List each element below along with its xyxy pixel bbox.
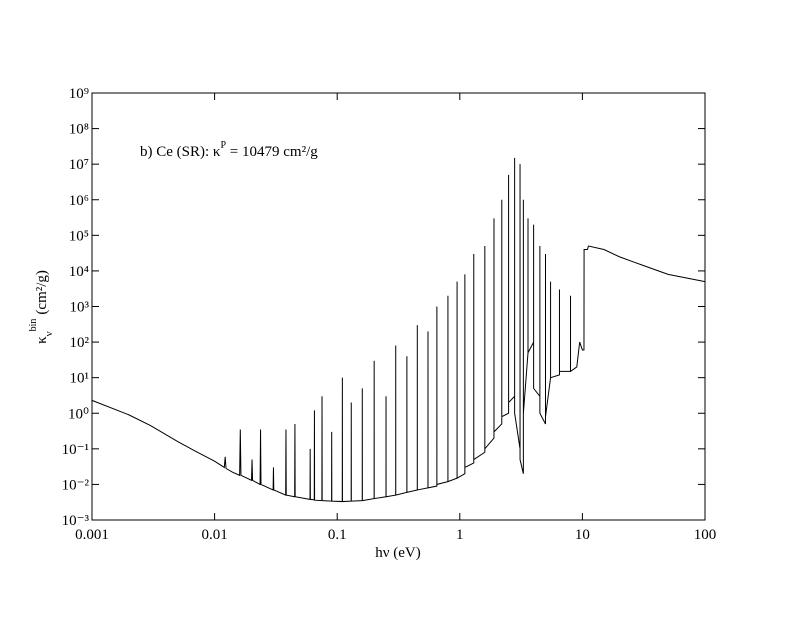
y-tick-label: 10⁻¹ (62, 442, 89, 458)
x-axis-label: hν (eV) (375, 545, 421, 561)
y-tick-label: 10⁻³ (62, 513, 90, 529)
annotation-sup: P (220, 140, 226, 151)
y-tick-label: 10⁻² (62, 477, 90, 493)
y-label-sup: bin (28, 319, 39, 332)
y-label-symbol: κ (34, 336, 50, 344)
spectrum-line (91, 157, 706, 503)
y-tick-label: 10¹ (70, 371, 90, 387)
y-tick-label: 10⁶ (69, 193, 89, 209)
annotation-text: b) Ce (SR): κ (140, 144, 221, 160)
x-tick-label: 0.001 (75, 527, 109, 543)
y-tick-label: 10³ (70, 300, 90, 316)
y-tick-label: 10² (70, 335, 90, 351)
y-tick-label: 10⁸ (69, 122, 89, 138)
annotation-rest: = 10479 cm²/g (226, 144, 318, 160)
y-tick-label: 10⁰ (68, 406, 89, 422)
y-tick-label: 10⁵ (69, 228, 89, 244)
y-tick-label: 10⁹ (69, 86, 89, 102)
x-tick-label: 1 (456, 527, 464, 543)
y-axis-label: κνbin (cm²/g) (28, 270, 55, 344)
y-label-unit: (cm²/g) (34, 270, 50, 314)
y-tick-label: 10⁴ (69, 264, 89, 280)
y-tick-label: 10⁷ (69, 157, 89, 173)
x-tick-label: 10 (575, 527, 590, 543)
y-label-sub: ν (43, 331, 55, 336)
x-tick-label: 0.01 (201, 527, 227, 543)
annotation: b) Ce (SR): κP = 10479 cm²/g (140, 140, 318, 160)
x-tick-label: 100 (694, 527, 717, 543)
x-tick-label: 0.1 (328, 527, 347, 543)
